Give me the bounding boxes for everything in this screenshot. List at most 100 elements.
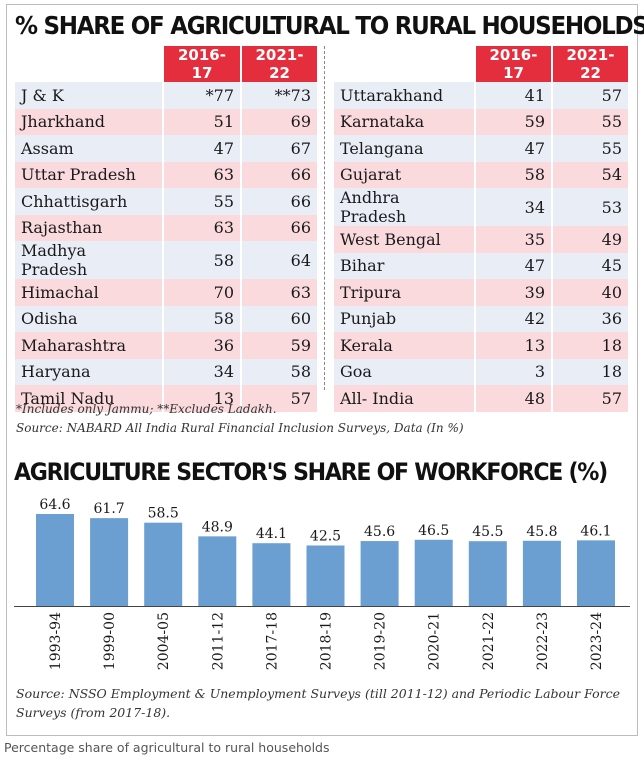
value-2016-17: 47 bbox=[474, 135, 551, 162]
table-row: J & K *77 **73 bbox=[15, 82, 317, 109]
state-name: Haryana bbox=[15, 358, 162, 385]
table-divider bbox=[324, 46, 325, 390]
bar-1999-00 bbox=[90, 518, 129, 606]
value-2021-22: 59 bbox=[240, 332, 317, 359]
table-row: Punjab 42 36 bbox=[334, 305, 628, 332]
table-row: Goa 3 18 bbox=[334, 358, 628, 385]
col-header-2021-22: 2021-22 bbox=[551, 46, 628, 82]
value-2016-17: 48 bbox=[474, 385, 551, 412]
value-2016-17: 58 bbox=[162, 305, 240, 332]
table-header-row: 2016-17 2021-22 bbox=[334, 46, 628, 82]
value-2021-22: 66 bbox=[240, 188, 317, 215]
value-2016-17: 58 bbox=[162, 241, 240, 279]
state-name: Himachal bbox=[15, 279, 162, 306]
bar-value-label: 58.5 bbox=[148, 506, 179, 522]
state-name: Bihar bbox=[334, 252, 474, 279]
value-2021-22: 69 bbox=[240, 108, 317, 135]
state-name: Odisha bbox=[15, 305, 162, 332]
bar-2017-18 bbox=[252, 543, 291, 606]
state-name: Uttarakhand bbox=[334, 82, 474, 109]
bar-2011-12 bbox=[198, 536, 237, 606]
value-2021-22: 18 bbox=[551, 358, 628, 385]
table-row: Gujarat 58 54 bbox=[334, 161, 628, 188]
x-tick-label: 2022-23 bbox=[535, 612, 551, 670]
table-row: Himachal 70 63 bbox=[15, 279, 317, 306]
bar-2020-21 bbox=[414, 539, 453, 606]
x-tick-label: 2020-21 bbox=[427, 612, 443, 670]
value-2021-22: 49 bbox=[551, 226, 628, 253]
bar-1993-94 bbox=[36, 514, 74, 606]
value-2021-22: 67 bbox=[240, 135, 317, 162]
table-row: Maharashtra 36 59 bbox=[15, 332, 317, 359]
value-2016-17: 13 bbox=[474, 332, 551, 359]
table-row: Tripura 39 40 bbox=[334, 279, 628, 306]
bar-2004-05 bbox=[144, 522, 183, 606]
state-name: Tripura bbox=[334, 279, 474, 306]
value-2016-17: 36 bbox=[162, 332, 240, 359]
value-2016-17: 3 bbox=[474, 358, 551, 385]
state-name: Gujarat bbox=[334, 161, 474, 188]
value-2021-22: **73 bbox=[240, 82, 317, 109]
value-2021-22: 66 bbox=[240, 161, 317, 188]
value-2021-22: 63 bbox=[240, 279, 317, 306]
table-row: Jharkhand 51 69 bbox=[15, 108, 317, 135]
bar-value-label: 46.5 bbox=[418, 523, 449, 539]
state-name: Jharkhand bbox=[15, 108, 162, 135]
state-name: Kerala bbox=[334, 332, 474, 359]
table-row: Chhattisgarh 55 66 bbox=[15, 188, 317, 215]
value-2021-22: 57 bbox=[551, 82, 628, 109]
table-row: Odisha 58 60 bbox=[15, 305, 317, 332]
x-tick-label: 2021-22 bbox=[481, 612, 497, 670]
value-2016-17: 51 bbox=[162, 108, 240, 135]
x-tick-label: 2018-19 bbox=[319, 612, 335, 670]
state-name: Telangana bbox=[334, 135, 474, 162]
value-2016-17: 34 bbox=[162, 358, 240, 385]
bar-value-label: 61.7 bbox=[94, 501, 125, 517]
state-name: Maharashtra bbox=[15, 332, 162, 359]
table-row: Rajasthan 63 66 bbox=[15, 214, 317, 241]
x-tick-label: 1999-00 bbox=[102, 612, 118, 670]
table-row: Telangana 47 55 bbox=[334, 135, 628, 162]
state-name: Tamil Nadu bbox=[15, 385, 162, 412]
value-2016-17: 59 bbox=[474, 108, 551, 135]
state-name: J & K bbox=[15, 82, 162, 109]
x-tick-label: 2017-18 bbox=[264, 612, 280, 670]
value-2016-17: 55 bbox=[162, 188, 240, 215]
state-name: Chhattisgarh bbox=[15, 188, 162, 215]
value-2021-22: 55 bbox=[551, 135, 628, 162]
bar-value-label: 45.6 bbox=[364, 524, 395, 540]
table-source: Source: NABARD All India Rural Financial… bbox=[16, 421, 464, 435]
value-2016-17: 39 bbox=[474, 279, 551, 306]
state-name: All- India bbox=[334, 385, 474, 412]
chart-source-line-2: Surveys (from 2017-18). bbox=[16, 705, 171, 720]
value-2016-17: 70 bbox=[162, 279, 240, 306]
value-2021-22: 58 bbox=[240, 358, 317, 385]
chart-source-line-1: Source: NSSO Employment & Unemployment S… bbox=[16, 686, 620, 701]
x-tick-label: 2011-12 bbox=[210, 612, 226, 670]
value-2016-17: 47 bbox=[474, 252, 551, 279]
col-header-2021-22: 2021-22 bbox=[240, 46, 317, 82]
bar-value-label: 42.5 bbox=[310, 528, 341, 544]
bar-2022-23 bbox=[522, 540, 561, 606]
state-name: Madhya Pradesh bbox=[15, 241, 162, 279]
bar-value-label: 45.5 bbox=[472, 524, 503, 540]
bar-2018-19 bbox=[306, 545, 345, 606]
table-row: Kerala 13 18 bbox=[334, 332, 628, 359]
left-table: 2016-17 2021-22 J & K *77 **73 Jharkhand 51 6… bbox=[15, 46, 317, 412]
value-2021-22: 36 bbox=[551, 305, 628, 332]
bar-value-label: 44.1 bbox=[256, 526, 287, 542]
table-row: Assam 47 67 bbox=[15, 135, 317, 162]
state-name: Assam bbox=[15, 135, 162, 162]
table-row: Haryana 34 58 bbox=[15, 358, 317, 385]
workforce-bar-chart: 64.6 1993-94 61.7 1999-00 58.5 2004-05 48.9 201… bbox=[14, 497, 630, 670]
value-2021-22: 45 bbox=[551, 252, 628, 279]
value-2021-22: 57 bbox=[551, 385, 628, 412]
table-footnote: *Includes only Jammu; **Excludes Ladakh. bbox=[16, 402, 277, 416]
bar-2019-20 bbox=[360, 541, 399, 606]
value-2016-17: 63 bbox=[162, 161, 240, 188]
value-2021-22: 57 bbox=[240, 385, 317, 412]
col-header-2016-17: 2016-17 bbox=[474, 46, 551, 82]
state-name: Uttar Pradesh bbox=[15, 161, 162, 188]
state-name: Punjab bbox=[334, 305, 474, 332]
bar-value-label: 64.6 bbox=[39, 497, 70, 513]
